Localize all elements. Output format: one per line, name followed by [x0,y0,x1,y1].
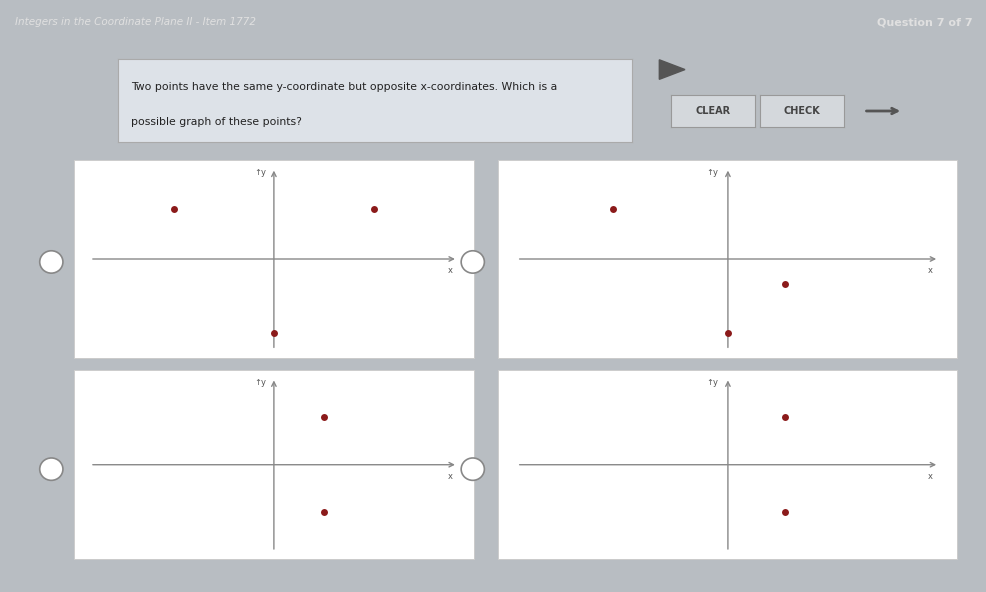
Text: ↑y: ↑y [705,168,717,177]
Text: Integers in the Coordinate Plane II - Item 1772: Integers in the Coordinate Plane II - It… [15,17,255,27]
Text: x: x [447,472,452,481]
Text: x: x [927,472,932,481]
Text: Two points have the same y-coordinate but opposite x-coordinates. Which is a: Two points have the same y-coordinate bu… [131,82,557,92]
Text: ↑y: ↑y [253,168,265,177]
Circle shape [39,251,63,273]
Text: Question 7 of 7: Question 7 of 7 [876,17,971,27]
Circle shape [460,251,484,273]
Text: ↑y: ↑y [705,378,717,387]
Text: possible graph of these points?: possible graph of these points? [131,117,302,127]
Circle shape [39,458,63,480]
Polygon shape [659,60,684,79]
Text: CHECK: CHECK [783,106,819,116]
Text: x: x [927,266,932,275]
Text: ↑y: ↑y [253,378,265,387]
Text: x: x [447,266,452,275]
Circle shape [460,458,484,480]
Text: CLEAR: CLEAR [695,106,730,116]
